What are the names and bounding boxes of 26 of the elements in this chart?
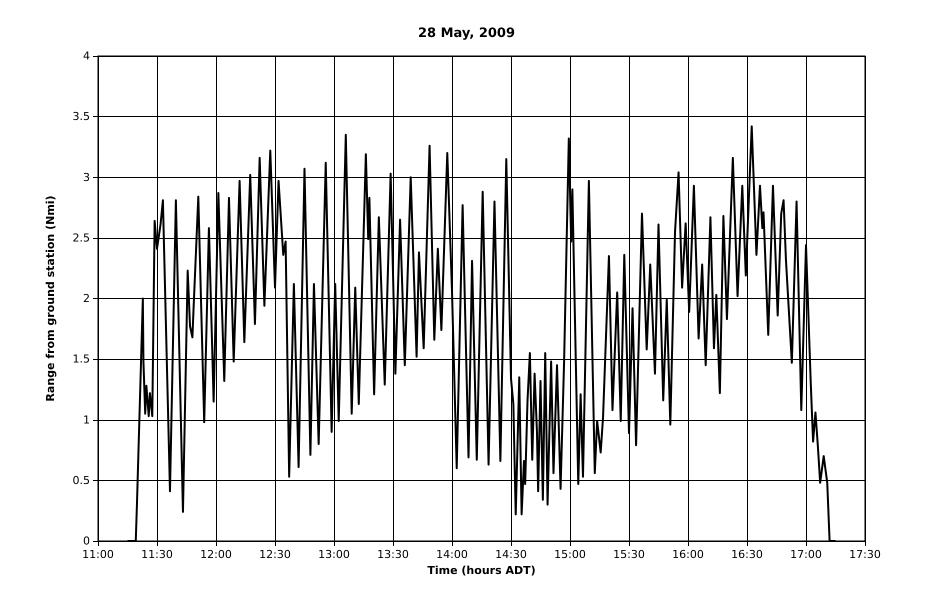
x-tick-label: 15:30 [613, 548, 645, 561]
y-tick-label: 0.5 [72, 474, 90, 487]
x-tick-label: 17:00 [790, 548, 822, 561]
x-axis-title: Time (hours ADT) [427, 564, 536, 577]
y-tick-label: 0 [83, 534, 90, 548]
x-tick-label: 17:30 [849, 548, 881, 561]
x-tick-label: 14:00 [436, 548, 468, 561]
y-tick-label: 3.5 [72, 110, 90, 124]
x-tick-label: 12:00 [200, 548, 232, 561]
x-tick-label: 11:00 [82, 548, 114, 561]
y-tick-label: 1 [83, 413, 90, 426]
x-tick-label: 11:30 [141, 548, 173, 561]
x-tick-label: 16:30 [731, 548, 763, 561]
x-tick-label: 16:00 [672, 548, 704, 561]
x-tick-label: 12:30 [259, 548, 291, 561]
y-tick-label: 4 [83, 50, 90, 62]
chart-title: 28 May, 2009 [418, 26, 516, 41]
y-axis-title: Range from ground station (Nmi) [44, 195, 57, 402]
y-tick-label: 2 [83, 292, 90, 305]
y-tick-label: 3 [83, 170, 90, 184]
x-tick-label: 14:30 [495, 548, 527, 561]
x-tick-label: 13:30 [377, 548, 409, 561]
x-tick-label: 15:00 [554, 548, 586, 561]
y-tick-label: 2.5 [72, 231, 90, 244]
x-tick-label: 13:00 [318, 548, 350, 561]
y-tick-label: 1.5 [72, 352, 90, 366]
